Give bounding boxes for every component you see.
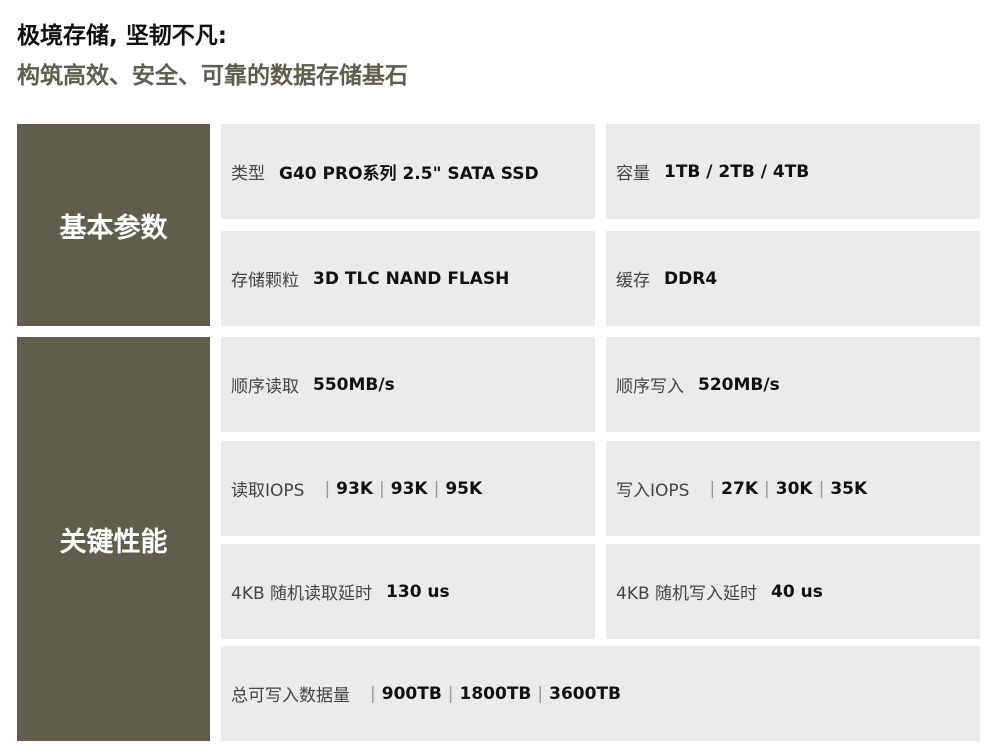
spec-value: 95K [445,478,483,499]
spec-cell: 容量 1TB / 2TB / 4TB [606,124,980,219]
section-label: 关键性能 [17,337,210,741]
spec-value: 30K [775,478,813,499]
separator: | [537,683,544,704]
separator: | [818,478,825,499]
page-title: 极境存储, 坚韧不凡: [17,23,227,49]
spec-label: 存储颗粒 [231,271,299,291]
spec-label: 4KB 随机读取延时 [231,584,373,604]
spec-cell: 缓存 DDR4 [606,231,980,326]
spec-cell: 写入IOPS | 27K | 30K | 35K [606,441,980,536]
spec-cell: 4KB 随机读取延时 130 us [221,544,595,639]
spec-cell: 顺序读取 550MB/s [221,337,595,432]
spec-cell: 类型 G40 PRO系列 2.5" SATA SSD [221,124,595,219]
separator: | [379,478,385,499]
spec-label: 容量 [616,164,650,184]
spec-cell: 4KB 随机写入延时 40 us [606,544,980,639]
spec-value: G40 PRO系列 2.5" SATA SSD [279,164,539,184]
spec-value: 27K [721,478,759,499]
spec-label: 写入IOPS [616,481,690,501]
section-label: 基本参数 [17,124,210,326]
separator: | [324,478,331,499]
separator: | [709,478,716,499]
spec-value: 93K [390,478,428,499]
spec-label: 类型 [231,164,265,184]
spec-label: 顺序写入 [616,377,684,397]
spec-value: 3D TLC NAND FLASH [313,268,510,289]
spec-value: 1TB / 2TB / 4TB [664,161,810,182]
separator: | [433,478,440,499]
spec-value: 3600TB [549,683,621,704]
separator: | [764,478,770,499]
spec-label: 顺序读取 [231,377,299,397]
separator: | [370,683,376,704]
spec-value: 93K [336,478,374,499]
spec-cell: 总可写入数据量 | 900TB | 1800TB | 3600TB [221,646,980,741]
spec-cell: 读取IOPS | 93K | 93K | 95K [221,441,595,536]
spec-label: 4KB 随机写入延时 [616,584,758,604]
spec-label: 总可写入数据量 [231,686,350,706]
spec-value: 1800TB [459,683,532,704]
page-subtitle: 构筑高效、安全、可靠的数据存储基石 [17,63,408,89]
spec-value: DDR4 [664,268,718,289]
spec-value: 130 us [386,581,450,602]
spec-label: 读取IOPS [231,481,305,501]
spec-value: 550MB/s [313,374,395,395]
spec-label: 缓存 [616,271,650,291]
separator: | [447,683,454,704]
spec-cell: 存储颗粒 3D TLC NAND FLASH [221,231,595,326]
spec-value: 40 us [771,581,823,602]
spec-value: 520MB/s [698,374,780,395]
spec-cell: 顺序写入 520MB/s [606,337,980,432]
spec-value: 35K [830,478,868,499]
spec-value: 900TB [381,683,442,704]
